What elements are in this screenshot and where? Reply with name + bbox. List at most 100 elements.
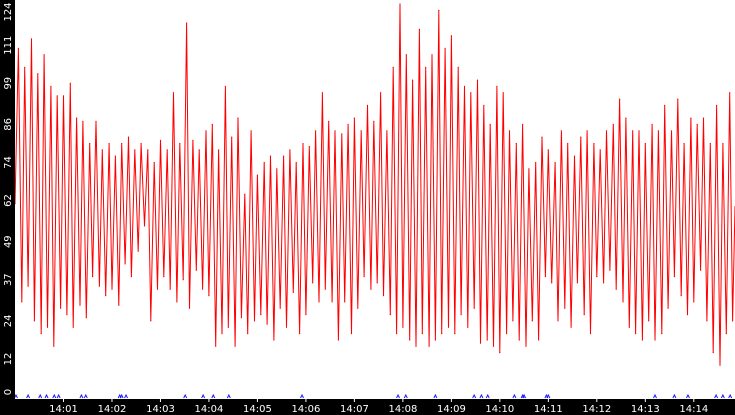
data-point	[285, 326, 288, 328]
data-point	[386, 130, 388, 132]
data-point	[644, 142, 646, 145]
data-point	[266, 323, 268, 325]
data-point	[198, 149, 200, 151]
x-tick-label: 14:13	[631, 404, 660, 415]
data-point	[24, 66, 26, 68]
data-point	[467, 326, 469, 328]
data-point	[273, 339, 275, 341]
data-point	[295, 161, 297, 164]
data-point	[434, 339, 436, 341]
event-marker	[38, 393, 43, 399]
data-point	[105, 295, 107, 297]
data-point	[535, 161, 537, 164]
data-point	[315, 130, 317, 132]
data-point	[166, 149, 168, 151]
data-point	[215, 345, 217, 347]
data-point	[654, 339, 656, 341]
data-point	[357, 307, 359, 309]
data-point	[402, 326, 404, 328]
data-point	[121, 142, 123, 145]
event-marker	[201, 393, 206, 399]
x-tick-label: 14:12	[582, 404, 611, 415]
event-marker	[44, 393, 49, 399]
y-tick-label: 49	[3, 235, 14, 248]
data-point	[589, 333, 592, 335]
marker-layer	[14, 393, 733, 399]
data-point	[147, 149, 149, 151]
data-point	[224, 85, 226, 87]
data-point	[399, 3, 401, 5]
data-point	[237, 117, 239, 119]
event-marker	[56, 393, 61, 399]
data-point	[583, 314, 585, 316]
data-point	[719, 364, 721, 366]
data-point	[470, 92, 472, 94]
x-tick-label: 14:10	[485, 404, 514, 415]
y-tick-label: 86	[3, 118, 14, 131]
data-point	[195, 269, 197, 271]
data-point	[344, 301, 346, 303]
data-point	[227, 326, 229, 328]
data-point	[570, 326, 572, 328]
data-point	[657, 130, 660, 132]
data-point	[353, 117, 355, 119]
data-point	[564, 307, 566, 309]
data-point	[163, 276, 165, 278]
x-tick-label: 14:09	[437, 404, 466, 415]
data-point	[447, 326, 450, 328]
data-point	[17, 47, 19, 50]
data-point	[76, 117, 78, 119]
data-point	[140, 142, 142, 145]
data-point	[46, 326, 49, 328]
data-point	[50, 85, 52, 87]
data-point	[231, 136, 233, 138]
event-marker	[396, 393, 400, 399]
data-point	[580, 136, 582, 138]
data-point	[732, 320, 734, 322]
event-marker	[119, 393, 124, 399]
data-point	[706, 320, 708, 322]
x-tick-label: 14:06	[291, 404, 320, 415]
data-point	[415, 345, 417, 347]
data-point	[240, 317, 242, 319]
data-point	[69, 82, 71, 84]
data-point	[525, 345, 527, 347]
data-point	[137, 250, 139, 252]
data-point	[460, 314, 462, 316]
data-point	[673, 276, 676, 278]
data-point	[363, 276, 365, 278]
data-point	[150, 320, 152, 322]
data-point	[21, 301, 23, 303]
data-point	[182, 279, 184, 281]
data-point	[518, 339, 520, 341]
data-point	[188, 307, 191, 309]
y-tick-layer: 0 12 24 37 49 62 74 86 99 111 124	[3, 2, 14, 395]
data-point	[431, 54, 433, 56]
data-point	[159, 139, 162, 141]
data-point	[479, 342, 482, 344]
event-marker	[686, 393, 690, 399]
data-point	[544, 276, 547, 278]
x-tick-label: 14:07	[340, 404, 369, 415]
data-point	[492, 345, 495, 347]
data-point	[244, 193, 246, 195]
data-point	[463, 85, 466, 87]
data-point	[392, 66, 394, 68]
data-point	[334, 130, 336, 132]
data-point	[360, 130, 362, 132]
event-marker	[472, 393, 477, 399]
data-point	[130, 276, 132, 278]
y-axis-band	[0, 0, 15, 415]
data-point	[40, 333, 42, 335]
y-tick-label: 111	[3, 36, 14, 55]
data-point	[412, 79, 414, 81]
data-point	[586, 130, 588, 132]
data-point	[382, 295, 385, 297]
data-point	[318, 301, 320, 303]
data-point	[350, 333, 353, 335]
data-point	[337, 339, 339, 341]
data-point	[347, 123, 349, 125]
data-point	[56, 95, 58, 97]
data-point	[690, 117, 692, 119]
